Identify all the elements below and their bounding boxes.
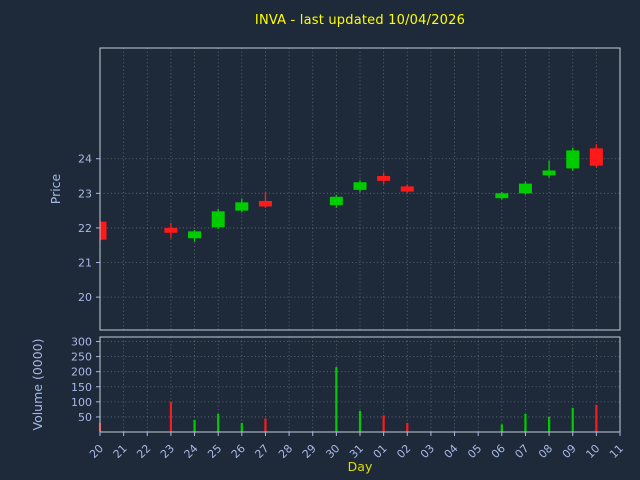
day-tick-label: 23: [158, 442, 177, 461]
day-tick-label: 24: [182, 442, 201, 461]
price-axes-border: [99, 47, 621, 331]
candle-body: [164, 227, 178, 233]
candle-body: [377, 176, 391, 181]
day-tick-label: 09: [560, 442, 579, 461]
day-tick-label: 06: [489, 442, 508, 461]
candle-body: [235, 202, 249, 211]
price-tick-label: 24: [78, 153, 92, 166]
candle-body: [329, 196, 343, 206]
candles-group: [100, 144, 603, 242]
day-tick-label: 02: [394, 442, 413, 461]
price-tick-label: 21: [78, 257, 92, 270]
volume-tick-label: 200: [71, 366, 92, 379]
day-tick-label: 29: [300, 442, 319, 461]
candle-body: [400, 186, 414, 192]
day-tick-label: 11: [607, 442, 626, 461]
day-axis-label: Day: [348, 459, 373, 474]
volume-tick-label: 50: [78, 411, 92, 424]
day-tick-label: 28: [276, 442, 295, 461]
candle-body: [566, 150, 580, 169]
candle-body: [542, 170, 556, 176]
candle-body: [188, 231, 202, 239]
candle-body: [518, 183, 532, 194]
candle-body: [258, 200, 272, 207]
candle-body: [353, 182, 367, 190]
day-tick-label: 10: [583, 442, 602, 461]
candle-body: [211, 211, 225, 228]
day-tick-label: 30: [323, 442, 342, 461]
day-tick-label: 21: [111, 442, 130, 461]
day-tick-label: 26: [229, 442, 248, 461]
day-tick-label: 03: [418, 442, 437, 461]
volume-tick-label: 150: [71, 381, 92, 394]
day-tick-label: 22: [134, 442, 153, 461]
day-tick-label: 01: [371, 442, 390, 461]
day-tick-label: 20: [87, 442, 106, 461]
price-tick-label: 23: [78, 187, 92, 200]
price-tick-label: 22: [78, 222, 92, 235]
candle-body: [495, 193, 509, 199]
candle-body: [589, 148, 603, 166]
price-tick-label: 20: [78, 291, 92, 304]
day-tick-label: 05: [465, 442, 484, 461]
price-axis-label: Price: [48, 173, 63, 204]
candle-body: [100, 221, 107, 240]
day-tick-label: 08: [536, 442, 555, 461]
day-tick-label: 07: [512, 442, 531, 461]
volume-tick-label: 300: [71, 336, 92, 349]
chart-title: INVA - last updated 10/04/2026: [254, 13, 466, 28]
day-tick-label: 04: [442, 442, 461, 461]
volume-tick-label: 100: [71, 396, 92, 409]
day-tick-label: 27: [252, 442, 271, 461]
volume-axis-label: Volume (0000): [30, 338, 45, 430]
volume-tick-label: 250: [71, 351, 92, 364]
day-tick-label: 25: [205, 442, 224, 461]
